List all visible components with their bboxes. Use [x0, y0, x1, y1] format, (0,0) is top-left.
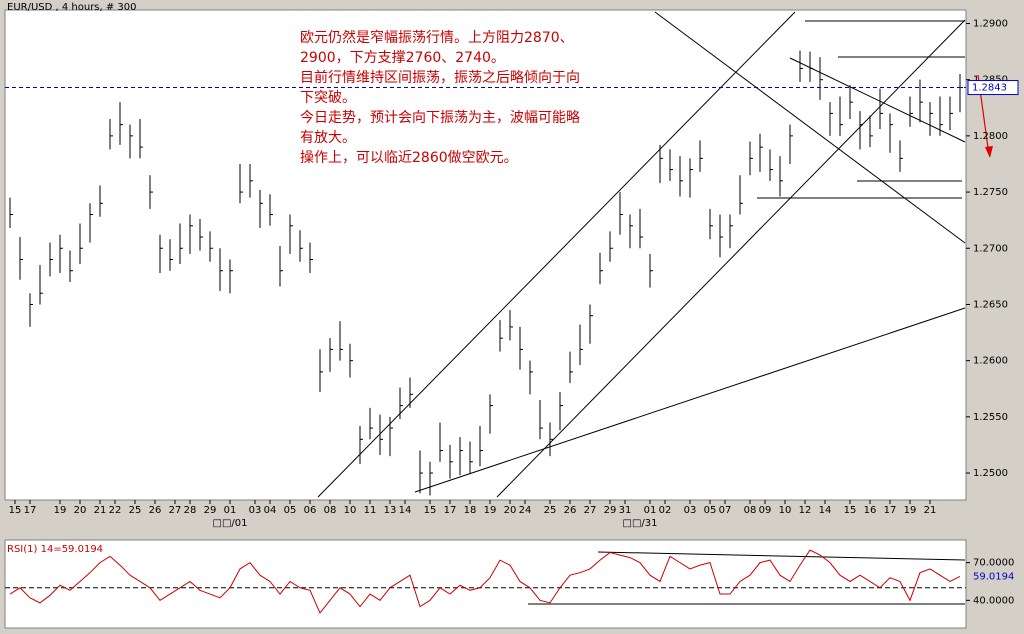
trend-line: [789, 57, 966, 143]
x-tick-label: 21: [924, 505, 937, 516]
x-tick-label: 14: [819, 505, 832, 516]
x-tick-label: 09: [759, 505, 772, 516]
x-period-label: □□/01: [213, 518, 248, 529]
x-tick-label: 21: [94, 505, 107, 516]
x-tick-label: 13: [384, 505, 397, 516]
annotation: 今日走势，预计会向下振荡为主，波幅可能略: [300, 110, 580, 126]
y-tick-label: 1.2750: [973, 187, 1008, 198]
x-tick-label: 19: [54, 505, 67, 516]
x-tick-label: 20: [504, 505, 517, 516]
x-tick-label: 06: [304, 505, 317, 516]
rsi-line: [9, 549, 961, 614]
x-tick-label: 29: [204, 505, 217, 516]
x-tick-label: 12: [799, 505, 812, 516]
x-tick-label: 26: [149, 505, 162, 516]
x-tick-label: 01: [224, 505, 237, 516]
x-tick-label: 27: [169, 505, 182, 516]
x-tick-label: 17: [444, 505, 457, 516]
x-tick-label: 31: [619, 505, 632, 516]
x-tick-label: 27: [584, 505, 597, 516]
x-tick-label: 15: [844, 505, 857, 516]
annotation: 欧元仍然是窄幅振荡行情。上方阻力2870、: [300, 29, 574, 46]
x-tick-label: 11: [364, 505, 377, 516]
x-tick-label: 02: [659, 505, 672, 516]
x-tick-label: 18: [464, 505, 477, 516]
x-tick-label: 19: [904, 505, 917, 516]
x-period-label: □□/31: [623, 518, 658, 529]
rsi-panel: [4, 539, 967, 629]
x-tick-label: 04: [264, 505, 277, 516]
y-tick-label: 1.2900: [973, 18, 1008, 29]
arrow-head: [985, 146, 993, 158]
annotation: 有放大。: [300, 130, 356, 146]
x-tick-label: 03: [249, 505, 262, 516]
trend-line: [654, 11, 966, 244]
x-tick-label: 15: [424, 505, 437, 516]
price-panel: [4, 9, 967, 501]
x-tick-label: 29: [604, 505, 617, 516]
y-tick-label: 1.2650: [973, 299, 1008, 310]
x-tick-label: 10: [344, 505, 357, 516]
x-tick-label: 05: [704, 505, 717, 516]
x-tick-label: 14: [399, 505, 412, 516]
y-tick-label: 1.2500: [973, 468, 1008, 479]
x-tick-label: 10: [779, 505, 792, 516]
annotation: 2900，下方支撑2760、2740。: [300, 50, 505, 66]
x-tick-label: 25: [544, 505, 557, 516]
annotation: 目前行情维持区间振荡，振荡之后略倾向于向: [300, 69, 580, 86]
trend-line: [317, 11, 796, 498]
trend-lines: [317, 11, 966, 605]
last-price-box: [967, 80, 1019, 96]
y-tick-label: 1.2550: [973, 412, 1008, 423]
rsi-trend-line: [597, 551, 966, 561]
x-tick-label: 25: [129, 505, 142, 516]
y-tick-label: 1.2800: [973, 131, 1008, 142]
chart-title: RSI(1) 14=59.0194: [7, 544, 103, 555]
x-tick-label: 22: [109, 505, 122, 516]
x-tick-label: 17: [24, 505, 37, 516]
x-tick-label: 17: [884, 505, 897, 516]
x-tick-label: 01: [644, 505, 657, 516]
x-tick-label: 03: [684, 505, 697, 516]
chart-title: EUR/USD , 4 hours, # 300: [7, 2, 137, 13]
x-tick-label: 08: [744, 505, 757, 516]
last-price-label: 1.2843: [972, 83, 1007, 94]
trend-line: [414, 307, 966, 493]
annotation: 操作上，可以临近2860做空欧元。: [300, 150, 518, 166]
y-tick-label: 1.2600: [973, 356, 1008, 367]
last-value-label: 59.0194: [973, 571, 1014, 582]
x-tick-label: 07: [719, 505, 732, 516]
y-tick-label: 40.0000: [973, 595, 1014, 606]
trend-line: [496, 19, 966, 498]
x-tick-label: 05: [284, 505, 297, 516]
x-tick-label: 28: [184, 505, 197, 516]
x-tick-label: 08: [324, 505, 337, 516]
y-tick-label: 1.2700: [973, 243, 1008, 254]
x-tick-label: 19: [484, 505, 497, 516]
y-tick-label: 70.0000: [973, 558, 1014, 569]
x-tick-label: 16: [864, 505, 877, 516]
x-tick-label: 26: [564, 505, 577, 516]
x-tick-label: 15: [9, 505, 22, 516]
x-tick-label: 20: [74, 505, 87, 516]
annotation: 下突破。: [300, 90, 356, 106]
x-tick-label: 24: [519, 505, 532, 516]
